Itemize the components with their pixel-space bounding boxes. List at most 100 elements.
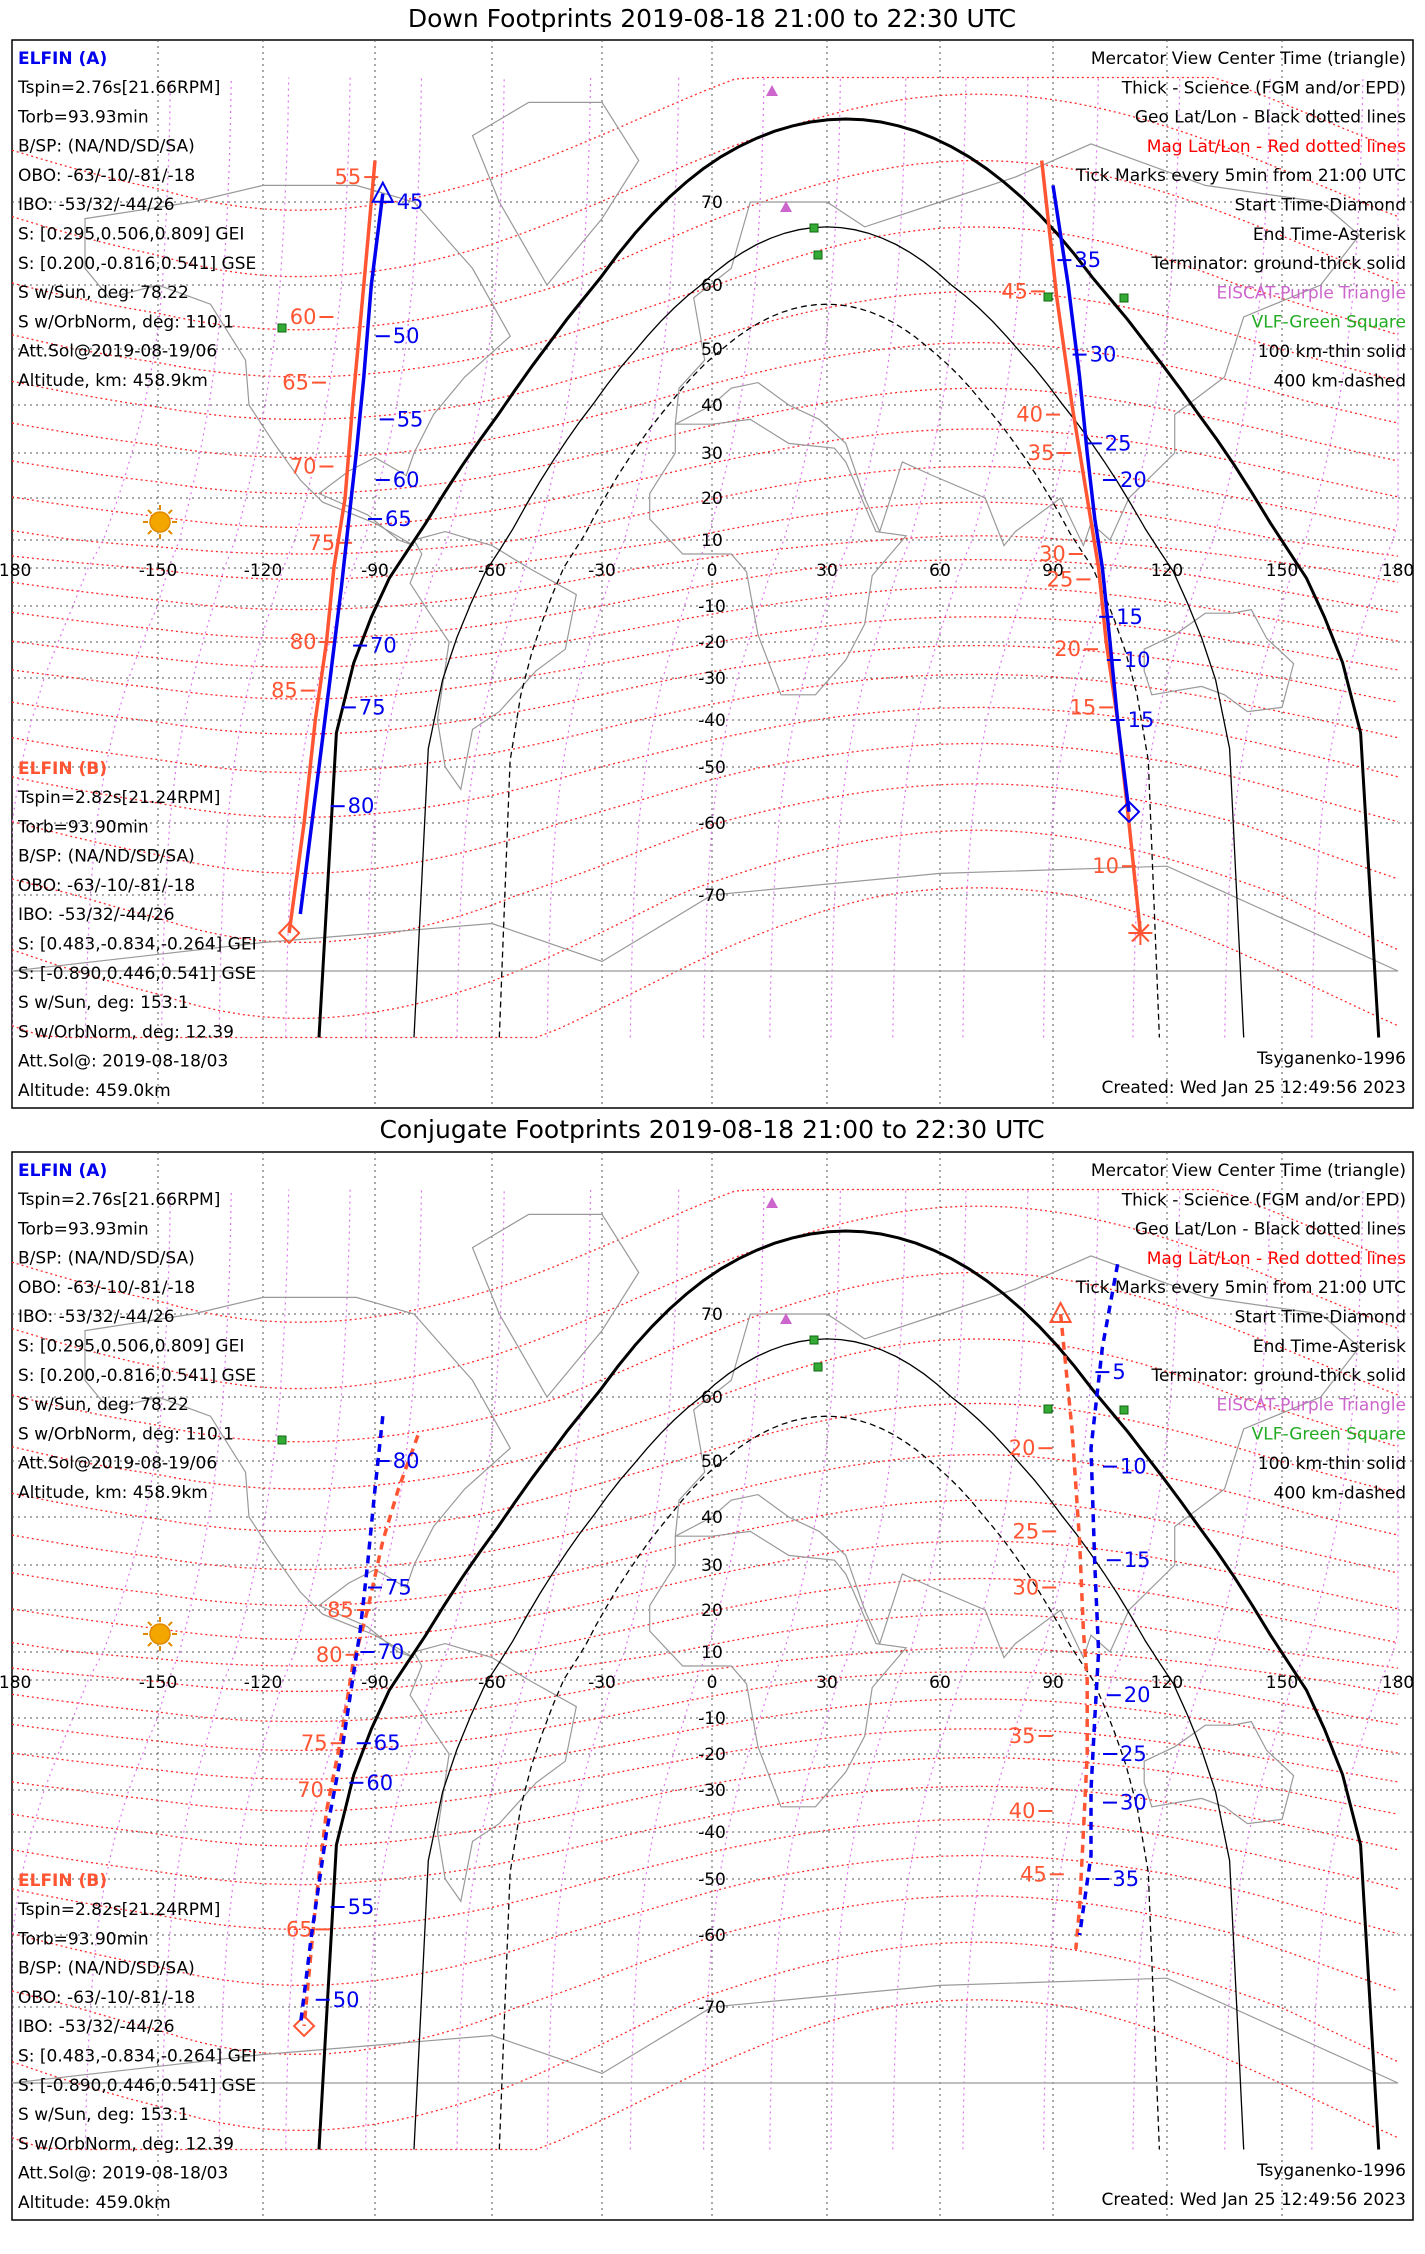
terminator-400km [498,1415,1161,2150]
track-time-label: 65 [374,1731,401,1755]
mag-latitude-line [12,1647,1399,1723]
track-time-label: 50 [333,1988,360,2012]
lat-tick-label: -60 [698,1926,726,1946]
mag-longitude-line [12,77,172,1038]
eiscat-triangle-marker [780,1313,792,1324]
elfin-a-info-line: IBO: -53/32/-44/26 [18,1307,175,1327]
footprint-track-line [1051,185,1131,813]
sun-ray [147,1641,153,1647]
mag-latitude-line [12,1402,1399,1533]
elfin-b-title: ELFIN (B) [18,759,107,779]
elfin-b-info-line: Torb=93.90min [17,1929,149,1949]
vlf-square-marker [1043,292,1053,302]
lon-tick-label: 180 [1382,1673,1414,1693]
footprint-track: 55 60 65 70 75 80 85 [271,160,379,945]
elfin-a-info-line: S: [0.295,0.506,0.809] GEI [18,225,244,245]
continent-outline [1143,608,1295,713]
mag-longitude-line [546,77,680,1038]
elfin-b-info-line: S w/OrbNorm, deg: 12.39 [18,2134,234,2154]
track-time-label: 30 [1012,1576,1039,1600]
mag-latitude-line [12,586,1399,668]
continent-outline [84,1296,512,1659]
lat-tick-label: -70 [698,1998,726,2018]
start-time-diamond-marker [1117,800,1141,824]
track-time-label: 20 [1009,1436,1036,1460]
track-time-label: 80 [393,1449,420,1473]
track-time-label: 60 [366,1771,393,1795]
mag-latitude-line [12,1205,1399,1390]
elfin-a-info-line: B/SP: (NA/ND/SD/SA) [18,1249,195,1269]
track-time-label: 65 [282,371,309,395]
elfin-b-info-line: S: [0.483,-0.834,-0.264] GEI [18,935,257,955]
elfin-b-info-line: Att.Sol@: 2019-08-18/03 [18,2164,228,2184]
lat-tick-label: -50 [698,1870,726,1890]
mag-latitude-line [12,1895,1399,2056]
track-time-label: 35 [1074,248,1101,272]
legend-entry: Geo Lat/Lon - Black dotted lines [1135,108,1406,128]
vlf-square-marker [813,1362,823,1372]
vlf-square-marker [1119,293,1129,303]
elfin-b-info-line: Altitude: 459.0km [18,1081,171,1101]
track-time-label: 60 [393,468,420,492]
lon-tick-label: -180 [0,1673,31,1693]
elfin-b-info: ELFIN (B) Tspin=2.82s[21.24RPM] Torb=93.90… [17,1871,257,2213]
lon-tick-label: 30 [816,561,838,581]
track-time-label: 70 [378,1640,405,1664]
panel-title: Down Footprints 2019-08-18 21:00 to 22:3… [408,4,1016,33]
track-time-label: 25 [1047,567,1074,591]
mag-latitude-line [12,428,1399,529]
continent-outline [674,143,1361,548]
lon-tick-label: -60 [478,1673,506,1693]
mag-longitude-line [830,77,967,1038]
elfin-b-info-line: Tspin=2.82s[21.24RPM] [17,788,220,808]
mag-latitude-line [12,1453,1399,1571]
footprint-track-line [287,160,377,934]
lon-tick-label: -150 [139,1673,178,1693]
elfin-b-info-line: B/SP: (NA/ND/SD/SA) [18,1959,195,1979]
mag-longitude-line [546,1189,680,2150]
track-time-label: 15 [1069,695,1096,719]
mag-longitude-line [456,77,592,1038]
track-time-label: 80 [348,794,375,818]
lat-tick-label: 10 [701,1643,723,1663]
elfin-a-info-line: IBO: -53/32/-44/26 [18,195,175,215]
track-time-label: 10 [1124,648,1151,672]
lat-tick-label: -20 [698,633,726,653]
track-time-label: 80 [316,1643,343,1667]
lon-tick-label: 60 [929,561,951,581]
view-center-triangle-marker [1048,1300,1073,1323]
legend-entry: Mag Lat/Lon - Red dotted lines [1147,137,1406,157]
map-contents [12,40,1413,1108]
lon-tick-label: 90 [1042,1673,1064,1693]
legend-entry: Terminator: ground-thick solid [1150,254,1406,274]
mag-longitude-line [629,77,765,1038]
mag-latitude-line [12,290,1399,421]
lon-tick-label: 120 [1151,561,1183,581]
created-timestamp: Created: Wed Jan 25 12:49:56 2023 [1101,2190,1406,2210]
mag-latitude-line [12,1271,1399,1443]
lat-tick-label: -60 [698,814,726,834]
elfin-a-info-line: S: [0.295,0.506,0.809] GEI [18,1337,244,1357]
continent-outline [409,1642,577,1903]
elfin-a-info-line: B/SP: (NA/ND/SD/SA) [18,137,195,157]
elfin-b-info-line: Tspin=2.82s[21.24RPM] [17,1900,220,1920]
elfin-b-info-line: OBO: -63/-10/-81/-18 [18,876,195,896]
track-time-label: 45 [397,190,424,214]
lat-tick-label: 70 [701,1305,723,1325]
legend-entry: Thick - Science (FGM and/or EPD) [1121,1190,1406,1210]
legend-entry: Mercator View Center Time (triangle) [1091,49,1406,69]
legend-entry: Tick Marks every 5min from 21:00 UTC [1075,166,1406,186]
track-time-label: 10 [1120,1455,1147,1479]
legend-entry: EISCAT-Purple Triangle [1216,1395,1406,1415]
elfin-b-info-line: IBO: -53/32/-44/26 [18,2017,175,2037]
track-time-label: 80 [290,630,317,654]
lat-tick-label: 50 [701,1452,723,1472]
track-time-label: 70 [370,634,397,658]
elfin-b-info-line: S: [-0.890,0.446,0.541] GSE [18,2076,256,2096]
mag-latitude-line [12,226,1399,378]
lat-tick-label: 20 [701,489,723,509]
legend-entry: Thick - Science (FGM and/or EPD) [1121,78,1406,98]
track-time-label: 60 [290,305,317,329]
track-time-label: 20 [1120,468,1147,492]
mag-longitude-line [12,1189,172,2150]
